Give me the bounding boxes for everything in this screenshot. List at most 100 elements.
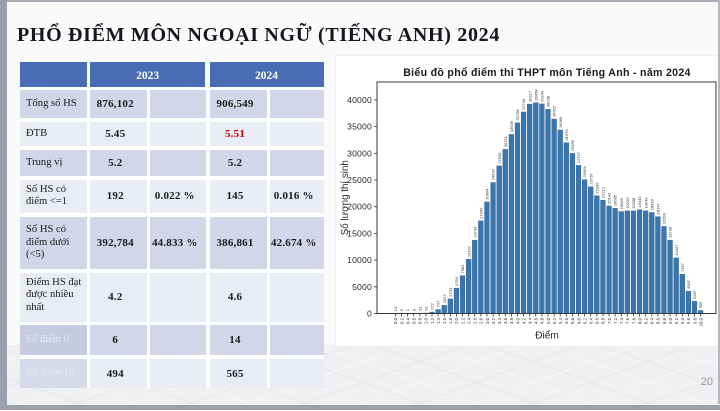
- svg-text:8.4: 8.4: [650, 317, 655, 324]
- svg-text:27645: 27645: [497, 152, 502, 164]
- svg-text:3.0: 3.0: [485, 317, 490, 324]
- svg-text:9.2: 9.2: [674, 317, 679, 324]
- svg-text:36422: 36422: [552, 105, 557, 117]
- svg-text:4.8: 4.8: [540, 317, 545, 324]
- svg-text:4750: 4750: [454, 276, 459, 286]
- svg-text:6.4: 6.4: [589, 317, 594, 324]
- svg-text:565: 565: [698, 301, 703, 308]
- svg-text:2287: 2287: [692, 289, 697, 299]
- svg-text:6.0: 6.0: [576, 317, 581, 324]
- svg-text:38238: 38238: [546, 95, 551, 107]
- svg-text:6.2: 6.2: [582, 317, 587, 324]
- svg-text:17342: 17342: [478, 207, 483, 219]
- svg-text:0.2: 0.2: [399, 317, 404, 324]
- svg-text:0: 0: [367, 309, 372, 319]
- svg-text:19208: 19208: [631, 197, 636, 209]
- svg-text:7.8: 7.8: [631, 317, 636, 324]
- svg-text:35000: 35000: [347, 122, 372, 132]
- svg-text:25000: 25000: [347, 175, 372, 185]
- svg-text:18137: 18137: [655, 203, 660, 215]
- svg-text:Số lượng thí sinh: Số lượng thí sinh: [340, 160, 351, 235]
- svg-text:34366: 34366: [558, 116, 563, 128]
- svg-text:5.0: 5.0: [546, 317, 551, 324]
- svg-text:31976: 31976: [564, 129, 569, 141]
- svg-text:737: 737: [436, 300, 441, 307]
- svg-text:13744: 13744: [472, 226, 477, 238]
- svg-text:19099: 19099: [619, 197, 624, 209]
- svg-text:23726: 23726: [588, 173, 593, 185]
- svg-text:1: 1: [405, 308, 410, 311]
- svg-text:6.8: 6.8: [601, 317, 606, 324]
- svg-text:3.2: 3.2: [491, 317, 496, 324]
- svg-text:19246: 19246: [643, 197, 648, 209]
- svg-text:39217: 39217: [527, 90, 532, 102]
- svg-text:Điểm: Điểm: [535, 330, 559, 342]
- svg-text:272: 272: [430, 302, 435, 309]
- svg-text:35708: 35708: [515, 109, 520, 121]
- svg-text:8.8: 8.8: [662, 317, 667, 324]
- svg-text:39458: 39458: [533, 89, 538, 101]
- svg-text:9.6: 9.6: [686, 317, 691, 324]
- svg-text:8.0: 8.0: [637, 317, 642, 324]
- svg-text:8.2: 8.2: [643, 317, 648, 324]
- svg-text:0.0: 0.0: [393, 317, 398, 324]
- svg-text:15000: 15000: [347, 228, 372, 238]
- svg-text:10147: 10147: [466, 245, 471, 257]
- svg-text:5.2: 5.2: [552, 317, 557, 324]
- svg-text:5.8: 5.8: [570, 317, 575, 324]
- svg-text:2.8: 2.8: [479, 317, 484, 324]
- svg-text:10.0: 10.0: [698, 317, 703, 326]
- svg-text:7.6: 7.6: [625, 317, 630, 324]
- svg-text:3.4: 3.4: [497, 317, 502, 324]
- svg-text:1.4: 1.4: [436, 317, 441, 324]
- svg-text:19442: 19442: [637, 196, 642, 208]
- svg-text:4.2: 4.2: [521, 317, 526, 324]
- svg-text:7.4: 7.4: [619, 317, 624, 324]
- svg-text:9.4: 9.4: [680, 317, 685, 324]
- svg-text:1.8: 1.8: [448, 317, 453, 324]
- svg-text:24530: 24530: [491, 168, 496, 180]
- svg-text:18918: 18918: [649, 198, 654, 210]
- svg-text:6.6: 6.6: [595, 317, 600, 324]
- svg-text:1.2: 1.2: [430, 317, 435, 324]
- svg-text:7.0: 7.0: [607, 317, 612, 324]
- svg-text:20000: 20000: [347, 202, 372, 212]
- svg-text:3.8: 3.8: [509, 317, 514, 324]
- svg-text:37736: 37736: [521, 98, 526, 110]
- svg-text:2.0: 2.0: [454, 317, 459, 324]
- svg-text:31: 31: [417, 306, 422, 311]
- svg-text:19220: 19220: [625, 197, 630, 209]
- svg-text:91: 91: [424, 306, 429, 311]
- svg-text:0.8: 0.8: [418, 317, 423, 324]
- svg-text:2: 2: [399, 308, 404, 311]
- svg-text:40000: 40000: [347, 95, 372, 105]
- svg-text:10407: 10407: [674, 244, 679, 256]
- svg-text:3.6: 3.6: [503, 317, 508, 324]
- svg-text:4.4: 4.4: [527, 317, 532, 324]
- svg-text:2.4: 2.4: [466, 317, 471, 324]
- svg-text:0.4: 0.4: [405, 317, 410, 324]
- svg-text:22045: 22045: [594, 182, 599, 194]
- svg-text:20894: 20894: [485, 188, 490, 200]
- svg-text:4.6: 4.6: [534, 317, 539, 324]
- svg-text:30731: 30731: [503, 135, 508, 147]
- svg-text:20141: 20141: [607, 192, 612, 204]
- svg-text:1527: 1527: [442, 293, 447, 303]
- svg-text:0.6: 0.6: [412, 317, 417, 324]
- svg-text:2731: 2731: [448, 287, 453, 297]
- svg-text:5000: 5000: [352, 282, 372, 292]
- svg-text:2.6: 2.6: [473, 317, 478, 324]
- svg-text:8: 8: [411, 308, 416, 311]
- svg-text:1.0: 1.0: [424, 317, 429, 324]
- svg-text:9.0: 9.0: [668, 317, 673, 324]
- svg-text:7.2: 7.2: [613, 317, 618, 324]
- svg-text:25064: 25064: [582, 166, 587, 178]
- svg-text:39249: 39249: [540, 90, 545, 102]
- svg-text:Biểu đồ phổ điểm thi THPT môn: Biểu đồ phổ điểm thi THPT môn Tiếng Anh …: [403, 67, 691, 79]
- svg-text:10000: 10000: [347, 255, 372, 265]
- svg-text:19685: 19685: [613, 194, 618, 206]
- svg-text:13738: 13738: [668, 226, 673, 238]
- svg-text:7357: 7357: [680, 262, 685, 272]
- svg-text:4187: 4187: [686, 279, 691, 289]
- svg-text:21212: 21212: [601, 186, 606, 198]
